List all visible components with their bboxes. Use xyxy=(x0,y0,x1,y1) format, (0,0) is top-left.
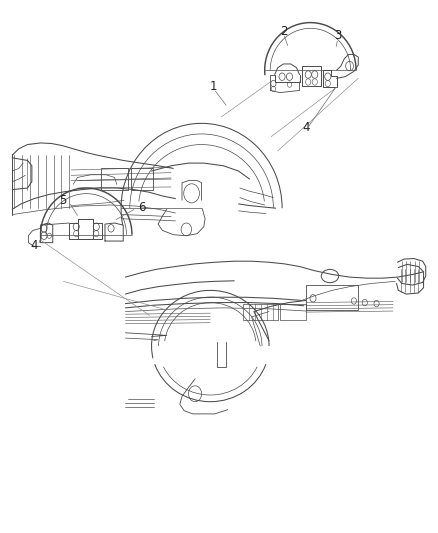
Text: 6: 6 xyxy=(138,200,145,214)
Bar xyxy=(280,304,306,319)
Text: 4: 4 xyxy=(302,121,310,134)
Text: 5: 5 xyxy=(60,194,67,207)
Bar xyxy=(302,66,321,86)
Text: 1: 1 xyxy=(210,80,218,93)
Bar xyxy=(243,304,278,319)
Text: 4: 4 xyxy=(30,239,38,252)
Bar xyxy=(102,168,128,190)
Text: 3: 3 xyxy=(334,29,342,42)
Text: 2: 2 xyxy=(279,25,287,38)
Bar xyxy=(78,219,93,239)
Bar xyxy=(131,168,153,190)
Bar xyxy=(306,285,358,310)
